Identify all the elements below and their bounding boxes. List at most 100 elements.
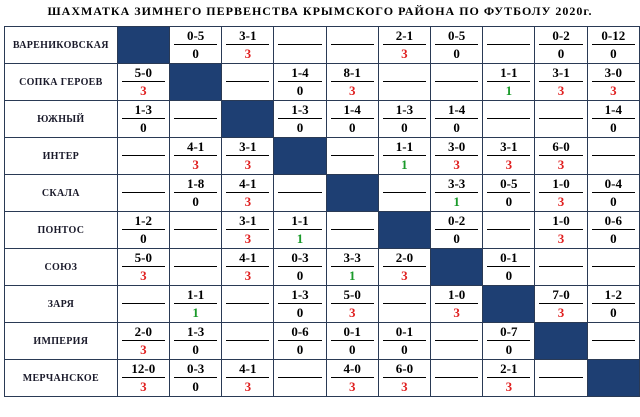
score-divider [330, 44, 374, 45]
result-cell [482, 26, 536, 64]
score-divider [278, 340, 322, 341]
match-points: 3 [244, 194, 252, 209]
score-divider [435, 340, 479, 341]
match-points [431, 380, 482, 394]
result-cell: 6-0 3 [534, 137, 588, 175]
diagonal-cell [273, 137, 327, 175]
score-divider [435, 377, 479, 378]
result-cell: 5-0 3 [325, 285, 379, 323]
match-points [379, 306, 430, 320]
result-cell [169, 211, 223, 249]
match-score: 7-0 [552, 287, 570, 302]
score-divider [382, 44, 427, 45]
score-divider [591, 229, 635, 230]
score-divider [591, 81, 635, 82]
result-cell [273, 359, 327, 397]
result-cell: 0-12 0 [586, 26, 640, 64]
result-cell: 4-0 3 [325, 359, 379, 397]
result-cell: 3-1 3 [221, 26, 275, 64]
table-row: СКАЛА 1-8 0 4-1 3 3-3 1 0-5 0 1-0 3 0-4 0 [4, 174, 640, 212]
score-divider [487, 155, 531, 156]
result-cell: 1-4 0 [430, 100, 484, 138]
match-points: 0 [610, 120, 617, 135]
match-points: 0 [192, 46, 199, 61]
match-points: 3 [244, 268, 252, 283]
score-divider [226, 81, 270, 82]
table-row: СОПКА ГЕРОЕВ 5-0 3 1-4 0 8-1 3 1-1 1 3-1 3 3-0 3 [4, 63, 640, 101]
match-points: 0 [610, 194, 617, 209]
result-cell: 0-1 0 [377, 322, 432, 360]
score-divider [226, 303, 270, 304]
match-score [274, 362, 325, 376]
match-score: 0-5 [447, 28, 466, 43]
team-name: ВАРЕНИКОВСКАЯ [4, 26, 118, 64]
team-name: ИМПЕРИЯ [4, 322, 118, 360]
match-score: 3-1 [239, 28, 257, 43]
result-cell: 0-6 0 [273, 322, 327, 360]
match-score [379, 288, 430, 302]
result-cell: 1-4 0 [325, 100, 379, 138]
match-score: 0-1 [500, 250, 518, 265]
result-cell: 3-0 3 [430, 137, 484, 175]
match-points [535, 380, 586, 394]
result-cell: 12-0 3 [116, 359, 171, 397]
match-points [170, 269, 221, 283]
match-points: 3 [610, 83, 617, 98]
score-divider [435, 81, 479, 82]
score-divider [435, 229, 479, 230]
match-score: 5-0 [134, 65, 153, 80]
match-points: 3 [401, 379, 408, 394]
table-row: СОЮЗ 5-0 3 4-1 3 0-3 0 3-3 1 2-0 3 0-1 0 [4, 248, 640, 286]
match-score: 6-0 [552, 139, 570, 154]
score-divider [226, 340, 270, 341]
match-points: 0 [192, 379, 199, 394]
result-cell: 2-0 3 [377, 248, 432, 286]
result-cell: 5-0 3 [116, 248, 171, 286]
score-divider [382, 377, 427, 378]
result-cell [273, 174, 327, 212]
result-cell [116, 174, 171, 212]
result-cell: 0-1 0 [325, 322, 379, 360]
match-score: 0-4 [604, 176, 622, 191]
match-score: 0-5 [500, 176, 518, 191]
match-score [170, 103, 221, 117]
match-points [379, 195, 430, 209]
match-points [327, 232, 378, 246]
match-points [222, 343, 273, 357]
match-points: 3 [348, 305, 356, 320]
match-points: 0 [348, 120, 356, 135]
match-score: 4-0 [343, 361, 361, 376]
match-points: 1 [401, 157, 408, 172]
score-divider [435, 192, 479, 193]
score-divider [591, 44, 635, 45]
result-cell: 5-0 3 [116, 63, 171, 101]
result-cell [221, 63, 275, 101]
result-cell: 1-1 1 [377, 137, 432, 175]
match-score [483, 214, 534, 228]
score-divider [226, 155, 270, 156]
score-divider [330, 118, 374, 119]
score-divider [487, 44, 531, 45]
match-score [379, 177, 430, 191]
match-points: 0 [296, 120, 304, 135]
match-points [483, 47, 534, 61]
score-divider [330, 81, 374, 82]
match-score [274, 177, 325, 191]
match-points: 0 [610, 46, 617, 61]
result-cell: 1-1 1 [169, 285, 223, 323]
match-score [170, 251, 221, 265]
result-cell: 3-1 3 [482, 137, 536, 175]
match-points: 3 [348, 379, 356, 394]
match-points [379, 84, 430, 98]
match-score: 3-1 [239, 213, 257, 228]
result-cell: 6-0 3 [377, 359, 432, 397]
score-divider [121, 229, 166, 230]
match-score: 3-1 [239, 139, 257, 154]
result-cell: 1-3 0 [116, 100, 171, 138]
match-score: 0-12 [601, 28, 626, 43]
result-cell: 0-2 0 [430, 211, 484, 249]
table-row: ПОНТОС 1-2 0 3-1 3 1-1 1 0-2 0 1-0 3 0-6 0 [4, 211, 640, 249]
score-divider [121, 340, 166, 341]
match-score: 3-3 [447, 176, 466, 191]
score-divider [435, 303, 479, 304]
